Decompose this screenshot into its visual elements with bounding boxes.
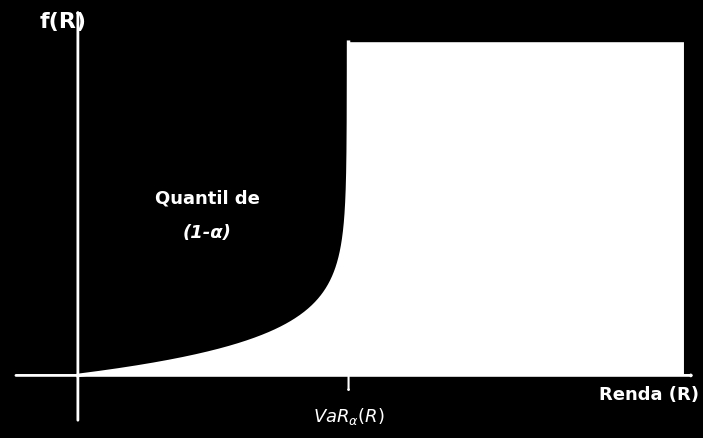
Text: $VaR_{\alpha}(R)$: $VaR_{\alpha}(R)$ bbox=[313, 406, 385, 427]
Text: (1-α): (1-α) bbox=[183, 224, 232, 242]
Text: Renda (R): Renda (R) bbox=[599, 385, 699, 403]
Polygon shape bbox=[78, 42, 684, 375]
Text: Quantil de: Quantil de bbox=[155, 190, 260, 208]
Text: f(R): f(R) bbox=[39, 11, 86, 32]
